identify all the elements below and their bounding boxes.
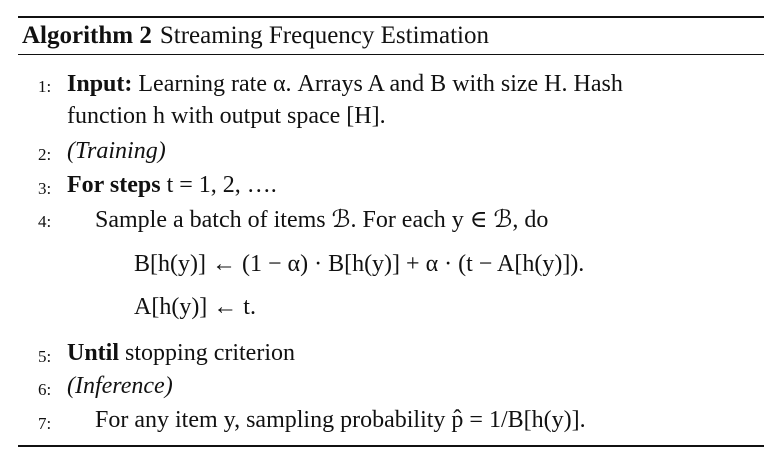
line-number-2: 2: — [38, 145, 52, 164]
for-steps-keyword: For steps — [67, 172, 161, 198]
top-rule — [18, 16, 764, 18]
line-number-6: 6: — [38, 380, 52, 399]
line-1: Input: Learning rate α. Arrays A and B w… — [67, 71, 623, 98]
line-number-4: 4: — [38, 212, 52, 231]
line-3: For steps t = 1, 2, …. — [67, 172, 277, 199]
update-equation-b: B[h(y)] ← (1 − α) · B[h(y)] + α · (t − A… — [134, 251, 585, 277]
line-7-text: For any item y, sampling probability p̂ … — [95, 407, 586, 433]
inference-label: (Inference) — [67, 373, 173, 399]
line-4-text: Sample a batch of items ℬ. For each y ∈ … — [95, 207, 549, 233]
line-1-continuation: function h with output space [H]. — [67, 103, 386, 129]
until-keyword: Until — [67, 340, 120, 366]
bottom-rule — [18, 445, 764, 447]
line-number-5: 5: — [38, 347, 52, 366]
line-number-7: 7: — [38, 414, 52, 433]
update-equation-a: A[h(y)] ← t. — [134, 294, 256, 320]
algorithm-title: Streaming Frequency Estimation — [159, 22, 489, 49]
line-3-text: t = 1, 2, …. — [160, 172, 277, 198]
algorithm-caption: Algorithm 2 Streaming Frequency Estimati… — [18, 18, 764, 54]
line-5: Until stopping criterion — [67, 340, 295, 367]
line-number-3: 3: — [38, 179, 52, 198]
training-label: (Training) — [67, 138, 166, 164]
line-1-text: Learning rate α. Arrays A and B with siz… — [132, 71, 623, 97]
line-5-text: stopping criterion — [119, 340, 295, 366]
input-keyword: Input: — [67, 71, 133, 97]
line-number-1: 1: — [38, 77, 52, 96]
algorithm-block: Algorithm 2 Streaming Frequency Estimati… — [18, 16, 764, 55]
caption-rule — [18, 54, 764, 55]
algorithm-label: Algorithm 2 — [22, 22, 152, 49]
